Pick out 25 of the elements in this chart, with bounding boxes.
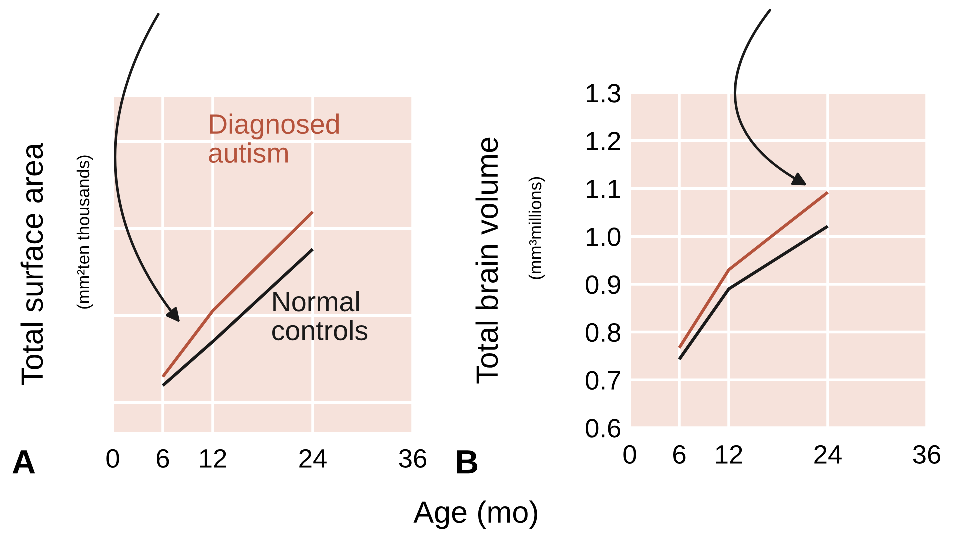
y-tick-label: 1.2	[587, 132, 620, 150]
x-tick-label: 12	[200, 449, 226, 468]
y-tick-label: 0.7	[586, 371, 620, 390]
x-tick-label: 24	[300, 449, 327, 468]
text: B	[457, 450, 478, 474]
y-tick-label: 1.1	[587, 180, 620, 198]
y-tick-label: 0.6	[586, 419, 621, 438]
y-tick-label: 1.3	[587, 84, 621, 103]
x-axis-title: Age (mo)	[414, 500, 538, 530]
x-tick-label: 6	[157, 449, 170, 468]
x-tick-label: 6	[674, 445, 686, 464]
x-tick-label: 36	[399, 449, 427, 468]
y-axis-title: Total surface area (mm²ten thousands)	[20, 143, 94, 386]
x-tick-label: 12	[716, 445, 742, 464]
series-label: Diagnosed autism	[209, 114, 340, 164]
x-tick-label: 0	[106, 449, 120, 468]
x-tick-label: 24	[814, 445, 842, 464]
text: A	[12, 450, 36, 474]
y-tick-label: 1.0	[587, 228, 621, 246]
y-axis-title: Total brain volume (mm³millions)	[476, 138, 546, 384]
x-tick-label: 0	[624, 445, 636, 464]
x-tick-label: 36	[913, 445, 941, 464]
series-label: Normal controls	[272, 291, 368, 341]
y-tick-label: 0.8	[586, 323, 621, 342]
y-tick-label: 0.9	[586, 276, 620, 294]
